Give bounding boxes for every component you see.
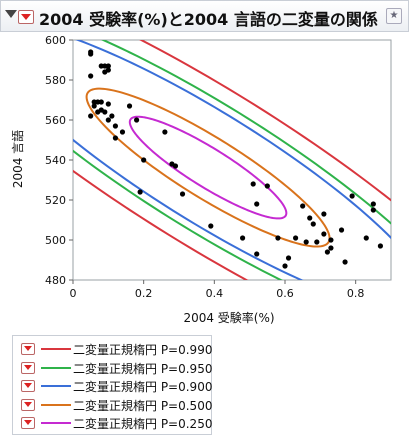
y-tick-label: 560 <box>45 114 66 127</box>
y-axis-label-group: 2004 言語 <box>10 130 25 188</box>
y-axis-label: 2004 言語 <box>10 130 25 188</box>
data-point <box>293 235 299 241</box>
density-ellipse <box>73 40 391 280</box>
data-point <box>254 251 260 257</box>
data-point <box>179 191 186 197</box>
data-point <box>105 67 111 73</box>
density-ellipse <box>85 87 331 248</box>
star-icon[interactable]: ★ <box>386 8 402 24</box>
data-point <box>240 235 246 241</box>
y-tick-label: 600 <box>45 34 66 47</box>
data-point <box>275 235 281 241</box>
y-tick-label: 520 <box>45 194 66 207</box>
data-point <box>91 103 97 109</box>
data-point <box>370 207 376 213</box>
data-point <box>321 211 327 217</box>
data-point <box>172 163 179 169</box>
data-point <box>109 113 115 119</box>
red-triangle-menu-icon[interactable] <box>21 417 35 429</box>
data-point <box>314 239 320 245</box>
legend-item[interactable]: 二変量正規楕円 P=0.990 <box>13 340 213 358</box>
data-point <box>324 249 330 255</box>
red-triangle-menu-icon[interactable] <box>18 10 34 24</box>
legend-item[interactable]: 二変量正規楕円 P=0.900 <box>13 377 213 395</box>
legend-panel: 二変量正規楕円 P=0.990 二変量正規楕円 P=0.950 二変量正規楕円 P=… <box>12 335 212 435</box>
legend-swatch <box>41 385 71 387</box>
legend-item[interactable]: 二変量正規楕円 P=0.950 <box>13 359 213 377</box>
data-point <box>88 113 94 119</box>
y-tick-label: 540 <box>45 154 66 167</box>
bivariate-scatter-chart: 2004 言語 2004 受験率(%) 0 0.2 0.4 0.6 0.8 480 500… <box>10 34 392 325</box>
data-point <box>377 243 383 249</box>
y-axis-ticks: 480 500 520 540 560 580 600 <box>45 34 73 287</box>
data-point <box>254 201 260 207</box>
data-point <box>342 259 348 265</box>
legend-label: 二変量正規楕円 P=0.500 <box>73 398 213 413</box>
x-axis-label: 2004 受験率(%) <box>183 310 274 325</box>
legend-label: 二変量正規楕円 P=0.950 <box>73 361 213 376</box>
data-point <box>250 181 256 187</box>
y-tick-label: 500 <box>45 234 66 247</box>
data-point <box>162 129 168 135</box>
collapse-disclosure-icon[interactable] <box>5 10 17 18</box>
scatter-points <box>88 49 383 269</box>
legend-label: 二変量正規楕円 P=0.990 <box>73 343 213 357</box>
red-triangle-menu-icon[interactable] <box>21 361 35 374</box>
density-ellipses <box>73 40 391 280</box>
legend-swatch <box>41 348 71 350</box>
data-point <box>310 221 316 227</box>
legend-swatch <box>41 422 71 424</box>
red-triangle-menu-icon[interactable] <box>21 343 35 355</box>
data-point <box>338 227 345 233</box>
report-title-bar: 2004 受験率(%)と2004 言語の二変量の関係 ★ <box>0 0 409 32</box>
x-tick-label: 0.2 <box>135 287 153 300</box>
y-tick-label: 580 <box>45 74 66 87</box>
density-ellipse <box>73 40 391 280</box>
data-point <box>112 123 118 129</box>
data-point <box>264 183 270 189</box>
x-tick-label: 0.6 <box>276 287 294 300</box>
y-tick-label: 480 <box>45 274 66 287</box>
data-point <box>349 193 355 199</box>
red-triangle-menu-icon[interactable] <box>21 398 35 411</box>
density-ellipse <box>128 115 288 220</box>
legend-item[interactable]: 二変量正規楕円 P=0.500 <box>13 396 213 414</box>
data-point <box>105 101 111 107</box>
red-triangle-menu-icon[interactable] <box>21 380 35 392</box>
legend-item[interactable]: 二変量正規楕円 P=0.250 <box>13 414 213 432</box>
data-point <box>321 231 327 237</box>
data-point <box>134 117 140 123</box>
data-point <box>363 235 369 241</box>
report-title: 2004 受験率(%)と2004 言語の二変量の関係 <box>39 10 378 29</box>
x-axis-ticks: 0 0.2 0.4 0.6 0.8 <box>70 280 365 300</box>
legend-label: 二変量正規楕円 P=0.900 <box>73 380 213 394</box>
data-point <box>102 109 108 115</box>
data-point <box>88 49 94 55</box>
x-tick-label: 0 <box>70 287 77 300</box>
data-point <box>300 203 306 209</box>
data-point <box>303 239 309 245</box>
data-point <box>370 201 376 207</box>
data-point <box>208 223 214 229</box>
data-point <box>328 237 334 243</box>
data-point <box>105 63 111 69</box>
legend-swatch <box>41 403 71 406</box>
x-tick-label: 0.4 <box>206 287 224 300</box>
data-point <box>112 135 118 141</box>
data-point <box>141 157 147 163</box>
data-point <box>126 103 133 109</box>
data-point <box>119 129 126 135</box>
data-point <box>282 263 288 269</box>
data-point <box>88 73 94 79</box>
legend-swatch <box>41 366 71 369</box>
data-point <box>98 99 104 105</box>
data-point <box>285 255 292 261</box>
legend-label: 二変量正規楕円 P=0.250 <box>73 417 213 431</box>
data-point <box>105 117 111 123</box>
data-point <box>307 215 313 221</box>
data-point <box>137 189 143 195</box>
density-ellipse <box>73 40 391 280</box>
x-tick-label: 0.8 <box>347 287 365 300</box>
data-point <box>328 245 334 251</box>
